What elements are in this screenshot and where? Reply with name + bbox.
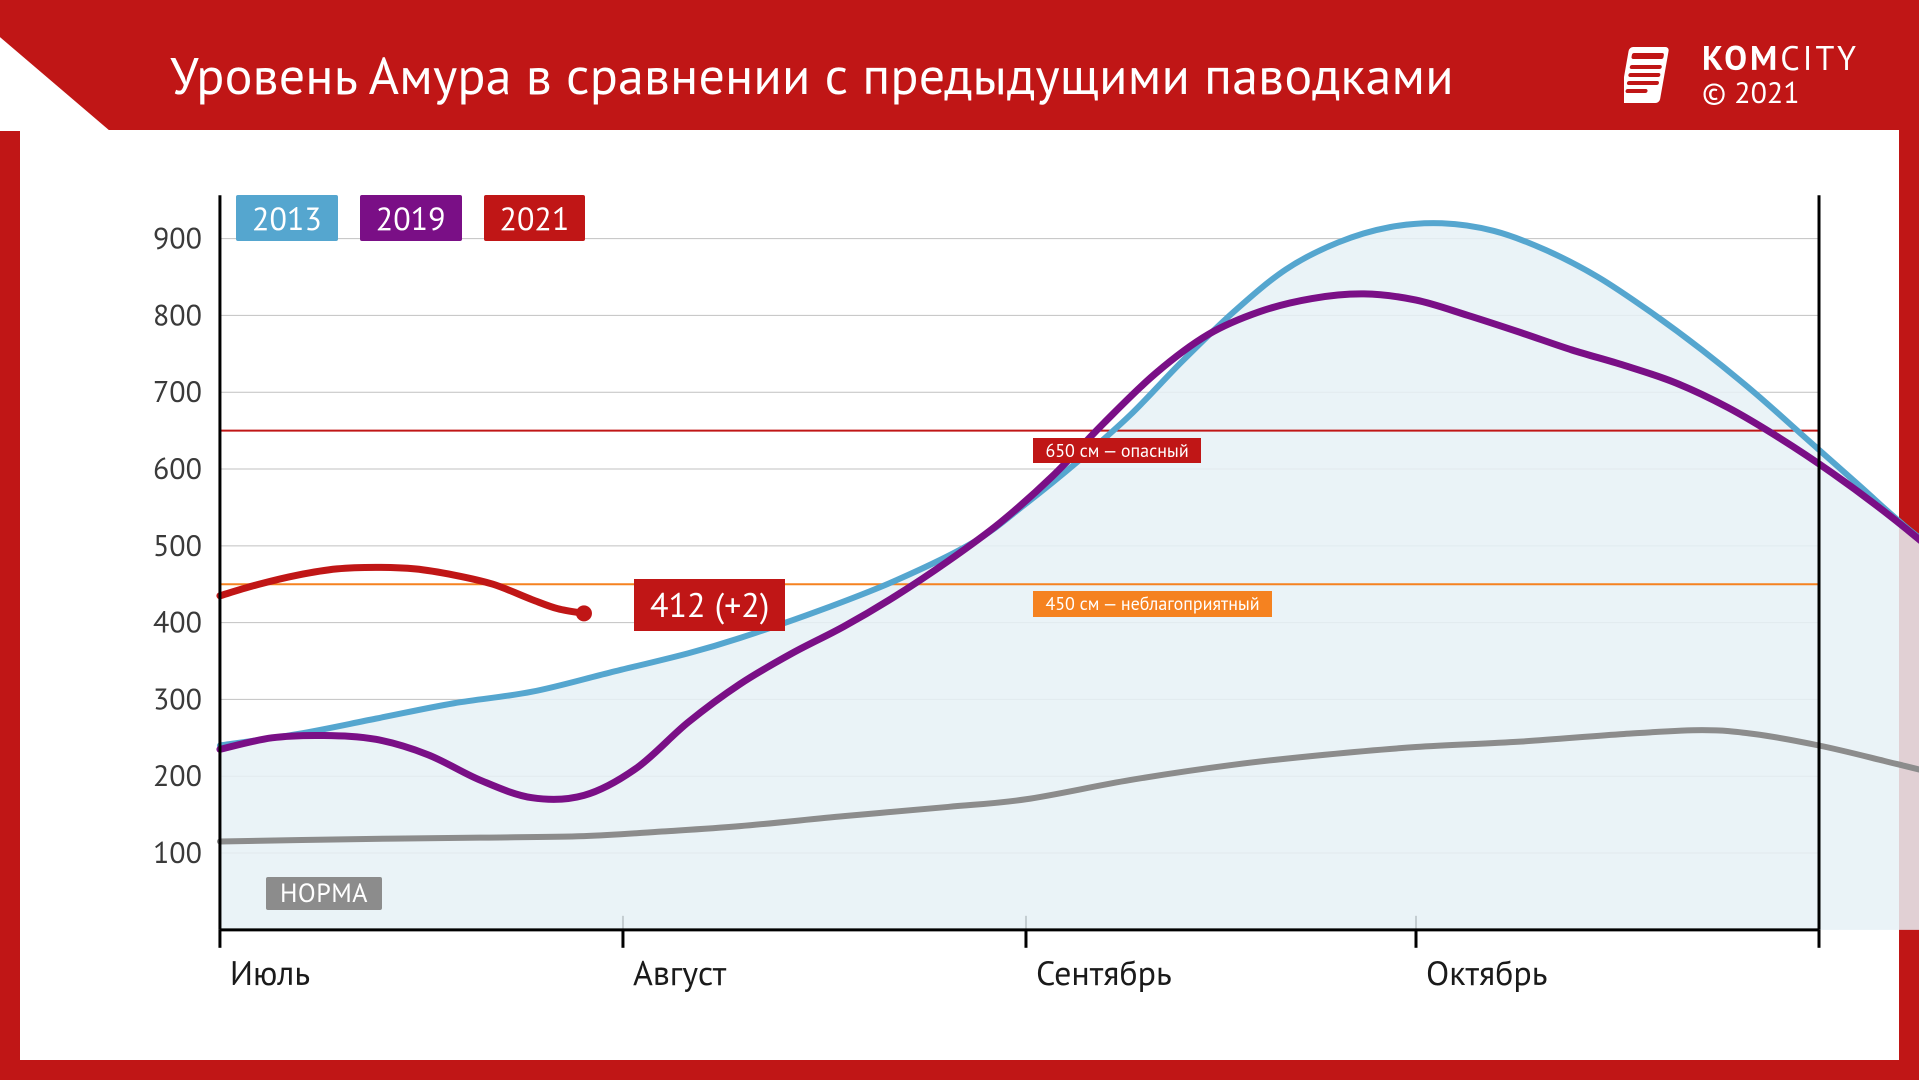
page-title: Уровень Амура в сравнении с предыдущими … — [170, 42, 1454, 109]
y-tick-label: 200 — [153, 756, 202, 795]
legend: 2013 2019 2021 — [236, 195, 585, 241]
brand-copyright: © 2021 — [1702, 77, 1859, 109]
threshold-label: 650 см — опасный — [1033, 438, 1200, 463]
legend-item: 2021 — [484, 195, 586, 241]
legend-item: 2019 — [360, 195, 462, 241]
header-diagonal-cut — [0, 20, 110, 131]
x-month-label: Август — [633, 951, 727, 995]
y-tick-label: 600 — [153, 449, 202, 488]
threshold-label: 450 см — неблагоприятный — [1033, 591, 1271, 616]
y-tick-label: 900 — [153, 219, 202, 258]
brand-logo-icon — [1624, 43, 1684, 107]
x-month-label: Июль — [230, 951, 310, 995]
frame: Уровень Амура в сравнении с предыдущими … — [0, 0, 1919, 1080]
y-tick-label: 500 — [153, 526, 202, 565]
header-left: Уровень Амура в сравнении с предыдущими … — [20, 20, 1624, 130]
x-month-label: Октябрь — [1426, 951, 1547, 995]
legend-item: 2013 — [236, 195, 338, 241]
x-month-label: Сентябрь — [1036, 951, 1172, 995]
brand-text: KOMCITY © 2021 — [1702, 41, 1859, 108]
header-bar: Уровень Амура в сравнении с предыдущими … — [20, 20, 1899, 130]
y-tick-label: 700 — [153, 372, 202, 411]
series-2021-endpoint — [576, 605, 592, 621]
norm-label: НОРМА — [266, 877, 382, 910]
series-2021-callout: 412 (+2) — [634, 579, 785, 631]
y-tick-label: 800 — [153, 295, 202, 334]
y-tick-label: 100 — [153, 833, 202, 872]
series-2021-line — [220, 567, 584, 613]
brand-name: KOMCITY — [1702, 41, 1859, 77]
y-tick-label: 400 — [153, 603, 202, 642]
brand-block: KOMCITY © 2021 — [1624, 41, 1859, 108]
y-tick-label: 300 — [153, 679, 202, 718]
